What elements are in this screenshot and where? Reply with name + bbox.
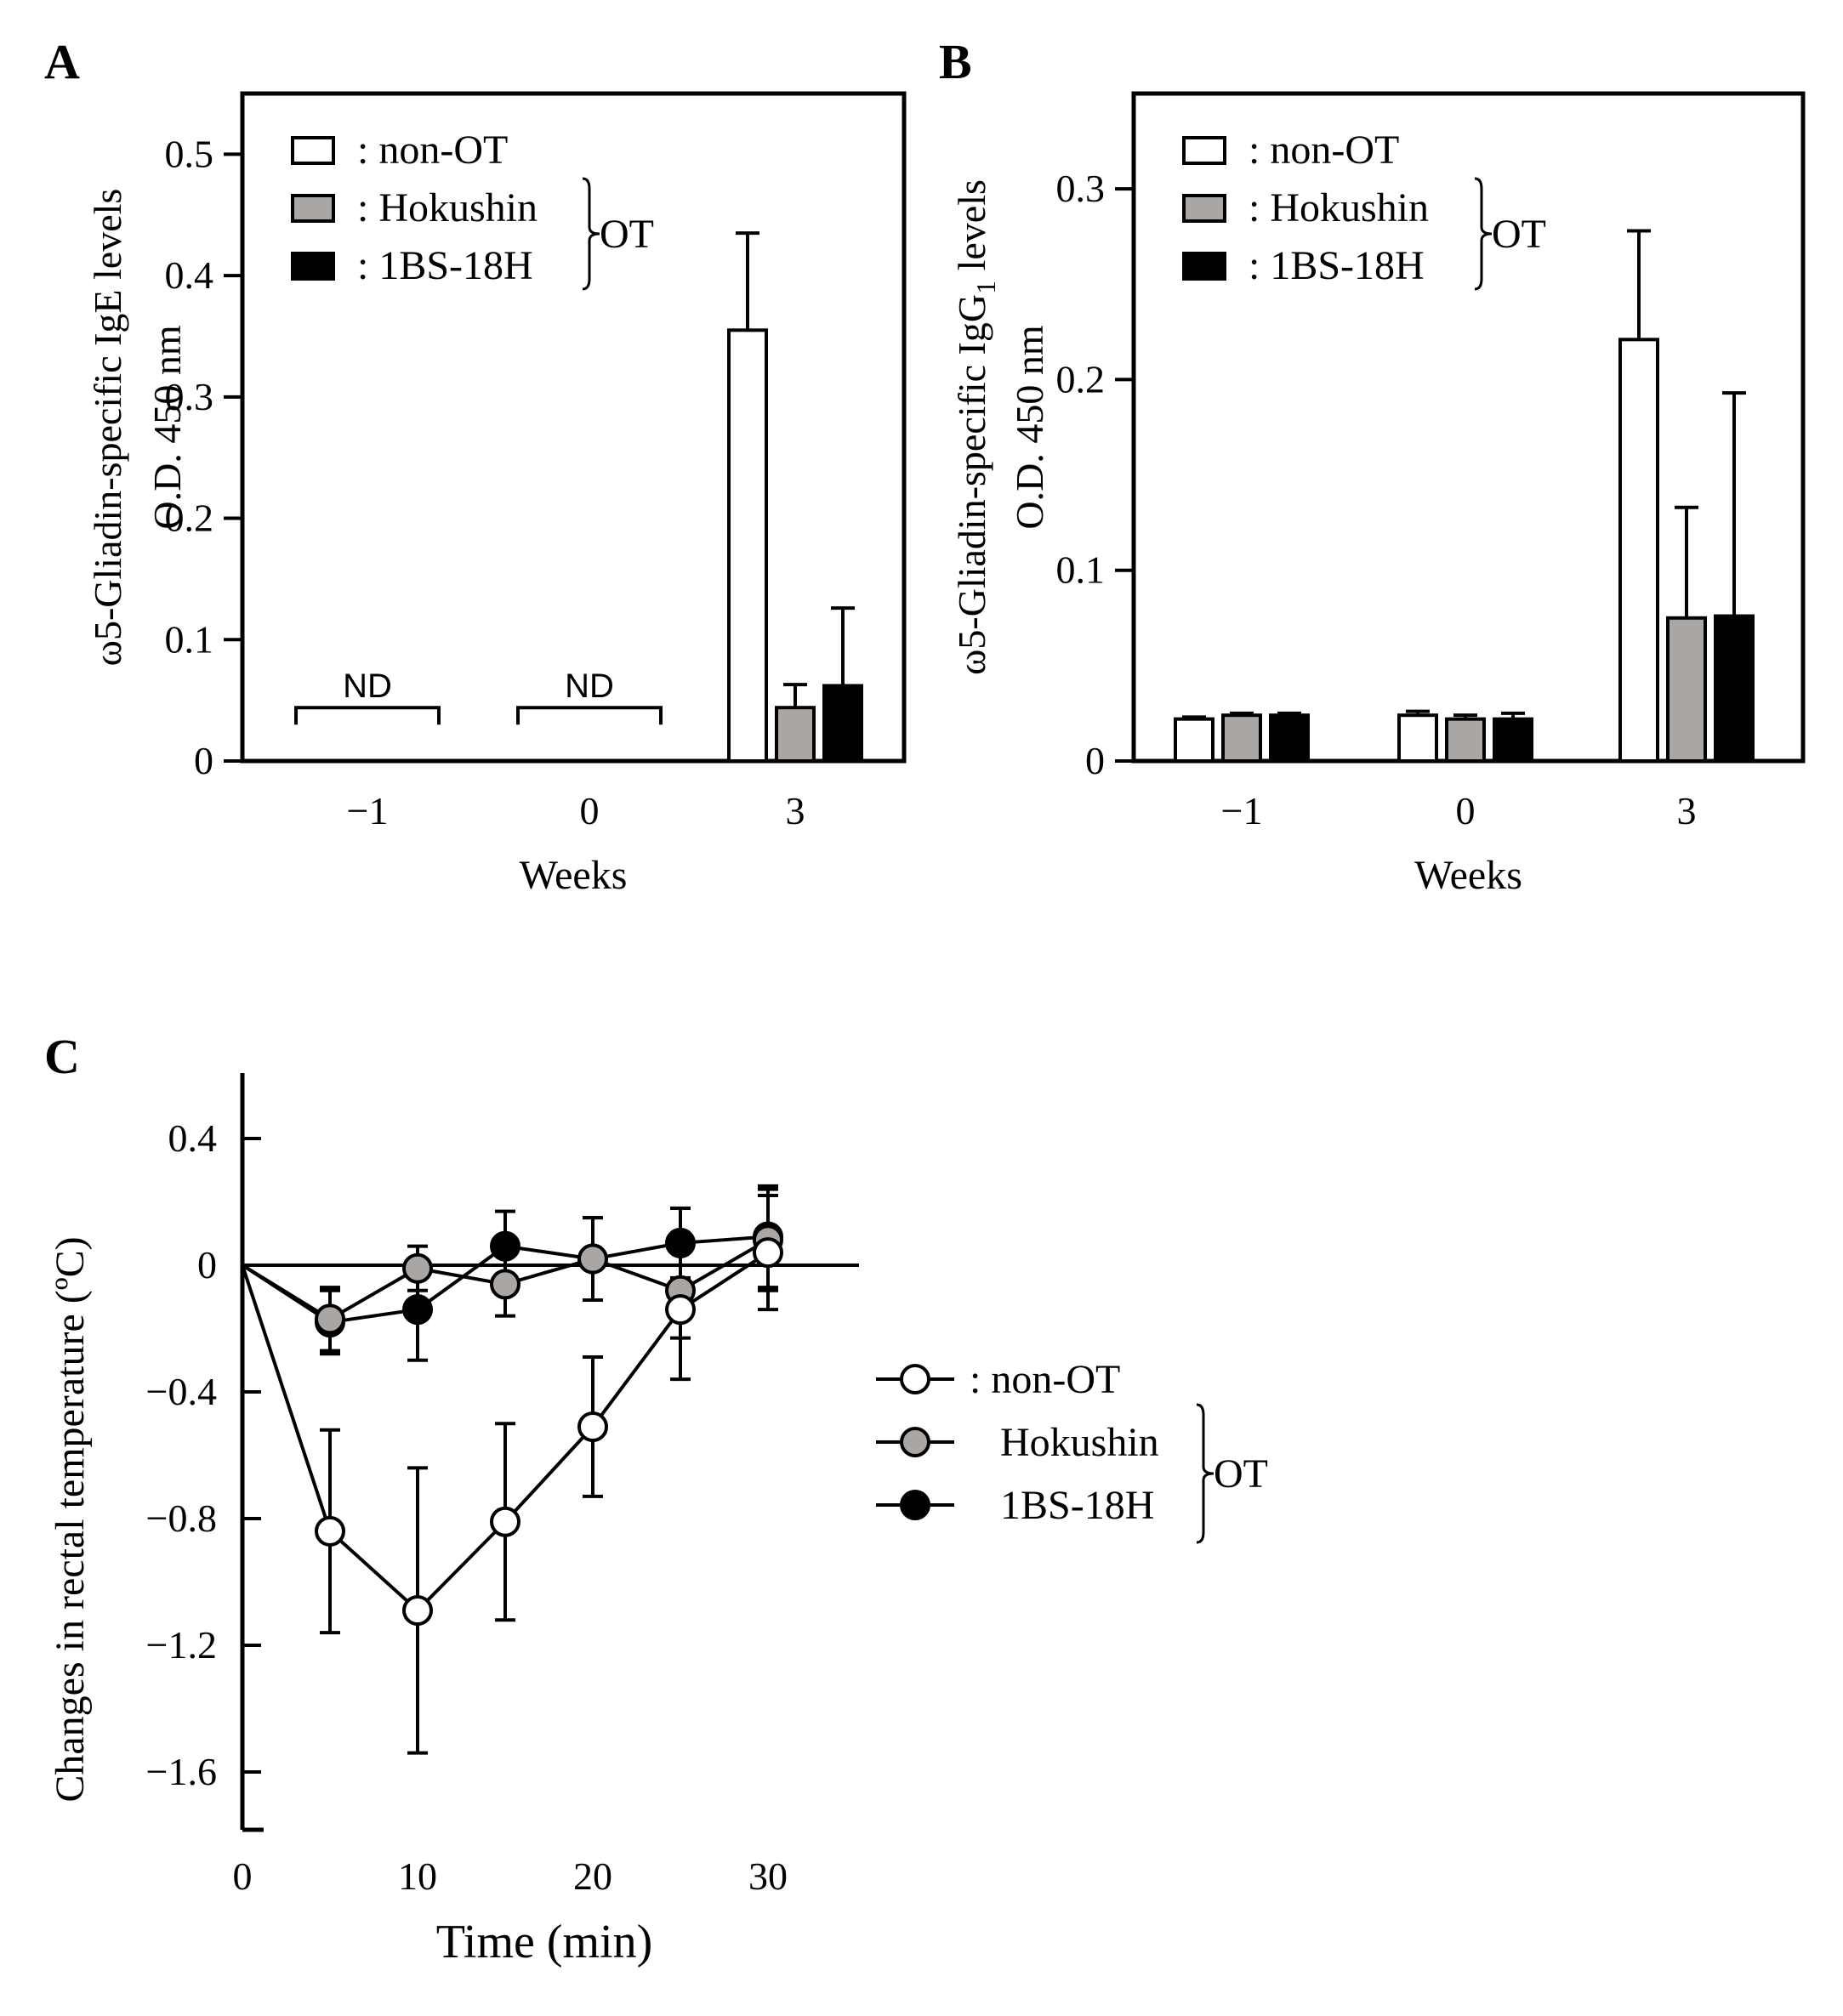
- legend-entry: : 1BS-18H: [357, 243, 533, 288]
- bar: [1174, 717, 1214, 764]
- panel-b-igg1-chart: 0 0.1 0.2 0.3 −1 0 3 Weeks ω5-Gliadin-specific I…: [950, 91, 1806, 898]
- legend-entry: : non-OT: [970, 1357, 1120, 1402]
- bar: [1397, 713, 1438, 764]
- data-point: [577, 1411, 608, 1442]
- data-point: [315, 1515, 345, 1547]
- legend-entry: : non-OT: [357, 128, 508, 173]
- legend-group-label: OT: [1492, 212, 1546, 257]
- data-point: [753, 1237, 783, 1269]
- y-tick-label: −1.6: [146, 1750, 217, 1793]
- legend-brace: [1196, 1403, 1214, 1544]
- bar: [1269, 713, 1310, 764]
- y-tick-label: 0: [197, 1243, 217, 1286]
- nd-label: ND: [565, 667, 614, 705]
- bar: [1221, 713, 1262, 764]
- data-point: [315, 1303, 345, 1335]
- legend-marker: [900, 1427, 930, 1457]
- y-axis-label-line2: O.D. 450 nm: [1008, 325, 1051, 529]
- y-tick-label: 0.1: [165, 617, 214, 661]
- data-point: [577, 1243, 608, 1275]
- legend-brace: [582, 177, 600, 291]
- bar: [1493, 717, 1533, 764]
- panel-label-b: B: [939, 34, 972, 89]
- data-point: [490, 1506, 520, 1537]
- y-axis-label-line1: ω5-Gliadin-specific IgG1 levels: [950, 179, 1001, 675]
- bar: [1666, 616, 1707, 763]
- legend-entry: 1BS-18H: [1000, 1483, 1154, 1528]
- data-point: [490, 1269, 520, 1300]
- bar: [727, 328, 768, 763]
- bar: [1618, 338, 1659, 763]
- x-tick-label: 3: [1677, 789, 1697, 832]
- nd-bracket: [516, 706, 663, 725]
- x-tick-label: 30: [748, 1854, 788, 1898]
- data-point: [490, 1230, 520, 1262]
- panel-label-c: C: [44, 1029, 80, 1084]
- data-point: [665, 1227, 696, 1258]
- legend-swatch: [1182, 252, 1226, 281]
- legend-entry: Hokushin: [1000, 1420, 1159, 1465]
- legend-group-label: OT: [600, 212, 654, 257]
- y-tick-label: 0.2: [1056, 357, 1106, 400]
- bar: [775, 706, 816, 764]
- bar: [1714, 614, 1755, 763]
- y-tick-label: 0.1: [1056, 548, 1106, 592]
- legend-entry: : non-OT: [1249, 128, 1399, 173]
- x-axis-label: Weeks: [1414, 853, 1522, 898]
- legend-entry: : 1BS-18H: [1249, 243, 1425, 288]
- bar: [822, 684, 863, 763]
- data-point: [665, 1294, 696, 1326]
- y-axis-label: Changes in rectal temperature (ºC): [48, 1236, 93, 1802]
- x-axis-label: Time (min): [436, 1916, 653, 1968]
- y-tick-label: −1.2: [146, 1623, 217, 1667]
- legend-swatch: [1182, 136, 1226, 165]
- legend-entry: : Hokushin: [1249, 185, 1429, 230]
- y-tick-label: 0: [194, 739, 213, 782]
- y-tick-label: 0.3: [1056, 167, 1106, 210]
- x-tick-label: 0: [233, 1854, 253, 1898]
- data-point: [402, 1252, 433, 1284]
- y-tick-label: 0.2: [165, 497, 214, 540]
- legend-swatch: [291, 194, 335, 223]
- nd-bracket: [294, 706, 441, 725]
- y-tick-label: 0.5: [165, 132, 214, 175]
- x-axis-label: Weeks: [520, 853, 628, 898]
- x-tick-label: −1: [1221, 789, 1263, 832]
- y-tick-label: 0.4: [168, 1116, 218, 1160]
- plot-frame: [240, 91, 907, 764]
- bar: [1445, 717, 1486, 764]
- y-axis-label-line2: O.D. 450 nm: [145, 325, 189, 529]
- nd-label: ND: [343, 667, 392, 705]
- panel-label-a: A: [44, 34, 80, 89]
- legend-swatch: [291, 136, 335, 165]
- legend-marker: [900, 1490, 930, 1520]
- y-tick-label: 0.3: [165, 375, 214, 418]
- panel-c-temperature-chart: 0.4 0 −0.4 −0.8 −1.2 −1.6 0 10 20 30 Time (min) Cha…: [48, 1073, 1268, 1968]
- legend-brace: [1474, 177, 1493, 291]
- legend-swatch: [1182, 194, 1226, 223]
- panel-a-ige-chart: 0 0.1 0.2 0.3 0.4 0.5 −1 0 3 Weeks ω5-Gliadin-spec…: [86, 91, 907, 898]
- y-tick-label: 0.4: [165, 253, 214, 297]
- legend-swatch: [291, 252, 335, 281]
- legend-marker: [900, 1364, 930, 1394]
- legend-group-label: OT: [1214, 1451, 1268, 1496]
- data-point: [402, 1595, 433, 1627]
- x-tick-label: 20: [573, 1854, 612, 1898]
- x-tick-label: −1: [347, 789, 389, 832]
- x-tick-label: 0: [580, 789, 600, 832]
- data-point: [402, 1294, 433, 1326]
- y-axis-label-line1: ω5-Gliadin-specific IgE levels: [86, 189, 129, 667]
- y-tick-label: −0.4: [146, 1370, 217, 1413]
- y-tick-label: −0.8: [146, 1496, 217, 1540]
- x-tick-label: 3: [786, 789, 805, 832]
- x-tick-label: 0: [1456, 789, 1476, 832]
- legend-entry: : Hokushin: [357, 185, 538, 230]
- y-tick-label: 0: [1085, 739, 1105, 782]
- x-tick-label: 10: [398, 1854, 437, 1898]
